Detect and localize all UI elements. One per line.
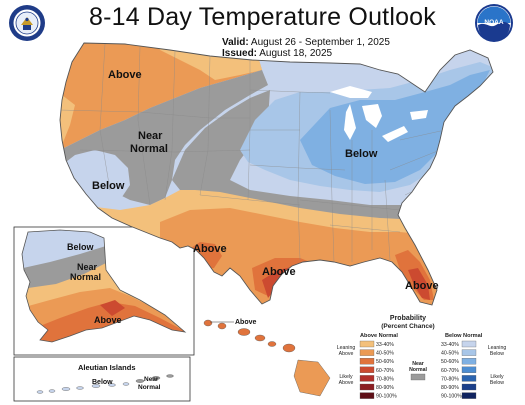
legend-leaning-below-line2: Below [490,351,504,357]
legend-above-label-4: 70-80% [376,376,394,382]
legend-below-swatch-3 [461,366,477,373]
legend-below-label-1: 40-50% [441,351,459,357]
legend-above-label-0: 33-40% [376,342,394,348]
legend-above-swatch-1 [359,349,375,356]
legend-near-line2: Normal [409,367,427,373]
aleutian-islands [36,374,174,394]
legend-likely-below-line1: Likely [490,374,504,380]
issued-value: August 18, 2025 [259,48,333,59]
legend-above-label-3: 60-70% [376,368,394,374]
legend-below-head: Below Normal [445,333,483,339]
noaa-logo-text: NOAA [484,19,503,26]
legend-above-swatch-4 [359,375,375,382]
doc-seal-icon [9,5,45,41]
label-aleutian-below: Below [92,379,113,386]
legend-below-swatch-2 [461,358,477,365]
legend-below-swatch-1 [461,349,477,356]
legend-leaning-above-line2: Above [339,351,354,357]
legend-below-label-4: 70-80% [441,376,459,382]
legend-above-swatch-6 [359,392,375,399]
label-near-normal-line2: Normal [130,143,168,155]
legend-below-swatch-6 [461,392,477,399]
probability-legend: Probability (Percent Chance) Above Norma… [337,315,507,400]
aleutian-title: Aleutian Islands [78,363,136,372]
legend-above-swatch-5 [359,383,375,391]
label-below-east: Below [345,148,378,160]
legend-likely-below-line2: Below [490,380,504,386]
label-near-normal-line1: Near [138,130,163,142]
noaa-logo-icon: NOAA [475,4,513,42]
legend-title-line1: Probability [390,315,426,322]
legend-above-label-1: 40-50% [376,351,394,357]
valid-label: Valid: [222,37,249,48]
legend-below-swatch-5 [461,383,477,391]
label-above-florida: Above [405,280,439,292]
legend-below-swatch-0 [461,340,477,348]
legend-below-label-0: 33-40% [441,342,459,348]
label-aleutian-near-line2: Normal [138,384,161,391]
legend-above-swatch-0 [359,340,375,348]
legend-above-swatch-3 [359,366,375,373]
legend-leaning-above-line1: Leaning [337,345,356,351]
conus-outline [59,42,494,306]
label-aleutian-near-line1: Near [144,376,159,383]
alaska-outline [21,229,187,343]
legend-below-label-3: 60-70% [441,368,459,374]
issued-label: Issued: [222,48,258,59]
legend-below-label-2: 50-60% [441,359,459,365]
label-alaska-above: Above [94,315,122,325]
legend-below-bins: 33-40% 40-50% 50-60% 60-70% 70-80% 80-90% 90-1… [441,340,477,400]
state-boundaries [60,43,446,263]
legend-above-label-5: 80-90% [376,385,394,391]
label-alaska-near-line2: Normal [70,272,101,282]
valid-dates: Valid: August 26 - September 1, 2025 [222,37,390,48]
label-above-west: Above [108,69,142,81]
legend-below-label-5: 80-90% [441,385,459,391]
legend-title-line2: (Percent Chance) [381,323,434,330]
legend-above-swatch-2 [359,358,375,365]
aleutian-inset-frame [13,356,191,402]
legend-leaning-below-line1: Leaning [488,345,507,351]
legend-below-swatch-4 [461,375,477,382]
label-alaska-below: Below [67,242,95,252]
hawaii-islands [203,319,331,397]
label-alaska-near-line1: Near [77,262,98,272]
legend-above-label-2: 50-60% [376,359,394,365]
legend-near-line1: Near [412,361,424,367]
valid-value: August 26 - September 1, 2025 [250,37,390,48]
legend-likely-above-line1: Likely [339,374,353,380]
label-below-west: Below [92,180,125,192]
legend-above-bins: 33-40% 40-50% 50-60% 60-70% 70-80% 80-90% 90-1… [359,340,397,400]
label-above-gulf: Above [262,266,296,278]
legend-above-head: Above Normal [360,333,398,339]
issued-date: Issued: August 18, 2025 [222,48,332,59]
label-above-texas: Above [193,243,227,255]
page-title: 8-14 Day Temperature Outlook [89,3,436,31]
legend-below-label-6: 90-100% [441,394,462,400]
legend-likely-above-line2: Above [339,380,354,386]
legend-near-swatch [410,373,426,381]
legend-above-label-6: 90-100% [376,394,397,400]
label-hawaii-above: Above [235,319,257,326]
